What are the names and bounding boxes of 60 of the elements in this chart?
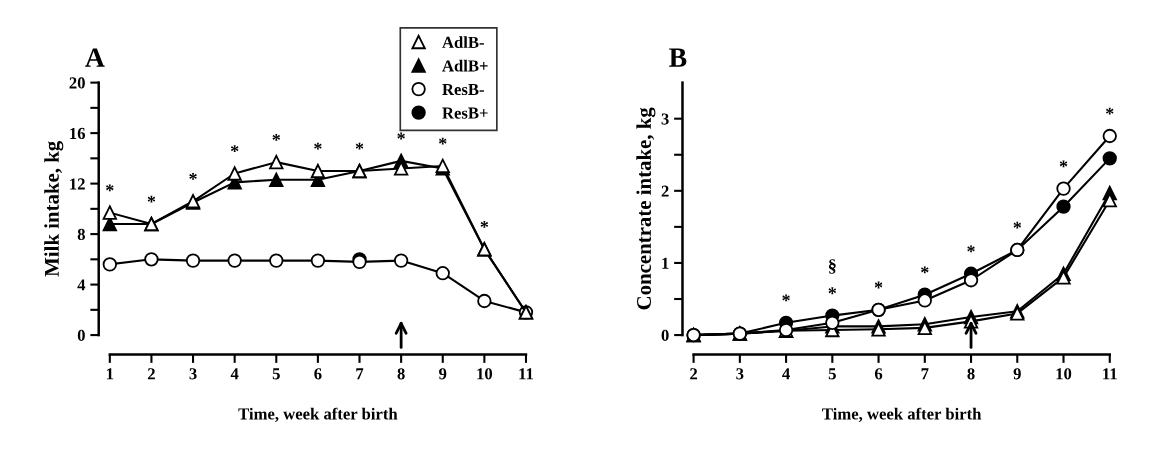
x-tick-label: 9: [439, 368, 447, 380]
annotation: *: [397, 132, 405, 140]
x-tick-label: 7: [356, 368, 364, 380]
x-tick-label: 5: [272, 368, 280, 380]
x-tick-label: 8: [967, 368, 975, 380]
x-tick-label: 4: [230, 368, 239, 380]
y-tick-label: 1: [662, 257, 669, 269]
x-tick-label: 10: [1056, 368, 1072, 380]
y-tick-label: 3: [661, 113, 669, 125]
annotation: *: [355, 142, 364, 150]
annotation: *: [1059, 160, 1068, 168]
y-tick-label: 20: [69, 77, 85, 89]
y-tick-label: 0: [661, 329, 669, 342]
x-tick-label: 6: [874, 368, 883, 380]
x-tick-label: 2: [147, 368, 155, 380]
annotation: *: [189, 173, 197, 180]
annotation: *: [230, 145, 239, 153]
x-axis-title: Time, week after birth: [238, 407, 398, 422]
annotation: §: [828, 259, 836, 274]
legend-label: ResB+: [442, 107, 488, 119]
x-tick-label: 3: [189, 368, 197, 380]
y-tick-label: 2: [661, 185, 669, 197]
annotation: *: [782, 294, 790, 302]
annotation: *: [314, 142, 322, 150]
annotation: *: [921, 266, 929, 274]
annotation: *: [1013, 221, 1022, 229]
annotation: *: [828, 287, 837, 295]
x-tick-label: 4: [782, 368, 790, 380]
x-tick-label: 7: [921, 368, 929, 380]
x-tick-label: 11: [1103, 368, 1117, 380]
x-tick-label: 11: [519, 368, 533, 380]
y-tick-label: 16: [70, 127, 86, 140]
annotation: *: [1106, 107, 1114, 115]
x-tick-label: 1: [106, 368, 114, 380]
x-axis-title: Time, week after birth: [822, 407, 982, 422]
y-tick-label: 4: [77, 279, 86, 291]
x-tick-label: 6: [314, 368, 322, 380]
annotation: *: [480, 220, 489, 228]
x-tick-label: 9: [1013, 368, 1021, 380]
annotation: *: [438, 137, 447, 145]
x-tick-label: 2: [690, 368, 698, 380]
chart-title: B: [669, 48, 687, 67]
x-tick-label: 10: [477, 368, 493, 380]
x-tick-label: 5: [828, 368, 836, 380]
legend-label: AdlB+: [442, 59, 488, 72]
annotation: *: [874, 281, 883, 289]
y-tick-label: 8: [77, 228, 85, 241]
y-tick-label: 0: [77, 329, 85, 342]
y-tick-label: 12: [70, 178, 85, 190]
legend-label: AdlB-: [442, 36, 484, 48]
annotation: *: [147, 195, 156, 203]
annotation: *: [106, 184, 114, 192]
annotation: *: [967, 245, 975, 253]
x-tick-label: 8: [397, 368, 405, 380]
annotation: *: [272, 133, 281, 141]
chart-title: A: [85, 48, 105, 67]
y-axis-title: Concentrate intake, kg: [636, 107, 656, 310]
x-tick-label: 3: [736, 368, 744, 380]
y-axis-title: Milk intake, kg: [44, 141, 64, 277]
legend-label: ResB-: [442, 84, 484, 96]
